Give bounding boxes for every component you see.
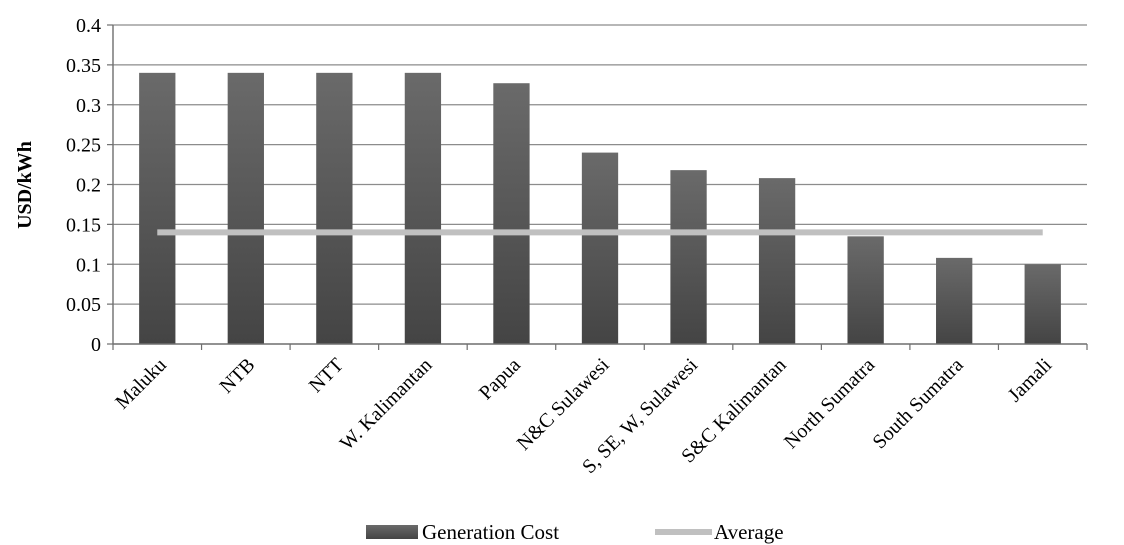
x-category-label: South Sumatra <box>868 354 967 453</box>
bar <box>1024 264 1061 344</box>
y-tick-label: 0.05 <box>66 294 101 316</box>
x-category-label: N&C Sulawesi <box>513 354 614 455</box>
bar <box>227 72 264 344</box>
bar <box>847 236 884 344</box>
y-tick-label: 0.15 <box>66 214 101 236</box>
y-tick-label: 0.3 <box>76 95 101 117</box>
y-tick-label: 0.2 <box>76 175 101 197</box>
bar <box>493 83 530 344</box>
y-tick-label: 0.35 <box>66 55 101 77</box>
x-category-label: NTB <box>216 354 260 398</box>
bar <box>139 72 176 344</box>
x-category-label: North Sumatra <box>780 354 879 453</box>
y-tick-label: 0.25 <box>66 135 101 157</box>
legend-label-generation-cost: Generation Cost <box>422 520 559 544</box>
bar <box>404 72 442 344</box>
x-category-label: W. Kalimantan <box>336 354 437 455</box>
axes <box>112 25 1088 350</box>
bars <box>139 72 1061 344</box>
legend: Generation Cost Average <box>366 520 784 544</box>
x-category-label: Jamali <box>1004 354 1057 407</box>
y-tick-label: 0.4 <box>76 15 101 37</box>
legend-swatch-generation-cost <box>366 525 418 539</box>
x-category-label: Papua <box>475 354 525 404</box>
y-tick-labels: 0 0.05 0.1 0.15 0.2 0.25 0.3 0.35 0.4 <box>66 15 101 356</box>
y-tick-label: 0 <box>91 334 101 356</box>
bar <box>316 72 353 344</box>
bar <box>936 257 973 344</box>
bar <box>670 170 707 344</box>
x-category-label: NTT <box>305 354 348 397</box>
legend-label-average: Average <box>714 520 784 544</box>
x-category-label: Maluku <box>111 354 171 414</box>
bar <box>581 152 619 344</box>
bar <box>758 178 796 344</box>
y-axis-title: USD/kWh <box>14 141 36 229</box>
y-tick-label: 0.1 <box>76 254 101 276</box>
